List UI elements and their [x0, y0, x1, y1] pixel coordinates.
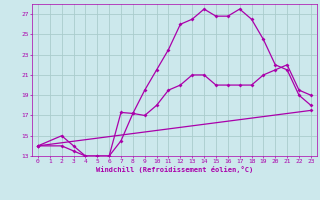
X-axis label: Windchill (Refroidissement éolien,°C): Windchill (Refroidissement éolien,°C): [96, 166, 253, 173]
